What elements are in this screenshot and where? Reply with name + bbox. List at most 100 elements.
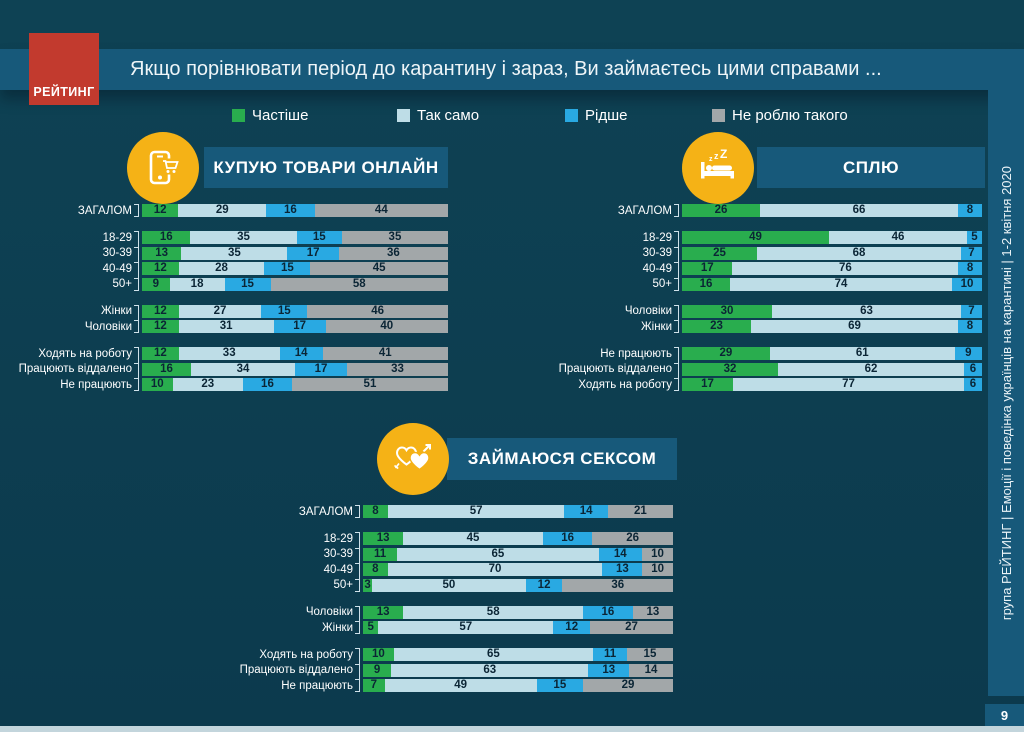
bar-row: Жінки 12 27 15 46 xyxy=(37,304,448,318)
bar-group: Ходять на роботу 12 33 14 41 Працюють віддале… xyxy=(19,347,448,391)
bar-group: 18-29 13 45 16 26 30-39 11 65 14 10 40-49 8 70 13 10 50… xyxy=(243,532,673,592)
chart-title-sex: ЗАЙМАЮСЯ СЕКСОМ xyxy=(447,438,677,480)
logo-text: РЕЙТИНГ xyxy=(33,85,95,99)
legend-swatch-blue xyxy=(565,109,578,122)
bar-segment: 10 xyxy=(642,563,673,576)
bar-segment: 8 xyxy=(958,204,982,217)
title-band: Якщо порівнювати період до карантину і з… xyxy=(0,49,1024,90)
bar-segment: 8 xyxy=(363,563,388,576)
bar-row: ЗАГАЛОМ 26 66 8 xyxy=(572,204,982,217)
bar-group: ЗАГАЛОМ 12 29 16 44 xyxy=(37,204,448,217)
bar-group: ЗАГАЛОМ 26 66 8 xyxy=(572,204,982,217)
stacked-bar: 49 46 5 xyxy=(682,231,982,244)
svg-text:Z: Z xyxy=(720,148,727,161)
chart-rows: ЗАГАЛОМ 26 66 8 18-29 49 46 5 30-39 25 68 7 40-49 17 7… xyxy=(558,204,982,405)
bar-segment: 68 xyxy=(757,246,961,260)
bar-segment: 29 xyxy=(178,204,267,217)
sleeping-bed-icon: z z Z xyxy=(682,132,754,204)
bar-segment: 9 xyxy=(142,277,170,291)
bar-row: Чоловіки 12 31 17 40 xyxy=(37,320,448,333)
stacked-bar: 9 18 15 58 xyxy=(142,277,448,291)
stacked-bar: 13 58 16 13 xyxy=(363,605,673,619)
row-label: Чоловіки xyxy=(84,320,132,333)
row-label: ЗАГАЛОМ xyxy=(298,505,353,518)
bar-segment: 33 xyxy=(347,362,448,376)
row-label: Працюють віддалено xyxy=(558,363,672,375)
bar-segment: 13 xyxy=(632,605,673,619)
row-label: 50+ xyxy=(112,278,132,290)
bar-segment: 63 xyxy=(391,663,589,677)
bar-segment: 23 xyxy=(172,378,243,391)
bar-row: Не працюють 29 61 9 xyxy=(572,347,982,360)
row-label: 30-39 xyxy=(323,548,353,560)
bar-row: Працюють віддалено 16 34 17 33 xyxy=(19,362,448,376)
bar-segment: 29 xyxy=(682,347,770,360)
bar-row: Ходять на роботу 10 65 11 15 xyxy=(243,648,673,661)
bar-segment: 33 xyxy=(178,347,280,360)
bar-segment: 46 xyxy=(829,231,967,244)
bar-segment: 46 xyxy=(307,304,448,318)
bar-segment: 50 xyxy=(372,578,526,592)
row-label: Ходять на роботу xyxy=(578,378,672,391)
row-label: Не працюють xyxy=(600,347,672,360)
row-label: Працюють віддалено xyxy=(239,664,353,676)
bar-segment: 12 xyxy=(142,204,179,217)
bar-segment: 58 xyxy=(270,277,448,291)
bar-group: Жінки 12 27 15 46 Чоловіки 12 31 17 40 xyxy=(37,304,448,333)
stacked-bar: 7 49 15 29 xyxy=(363,679,673,692)
legend-swatch-gray xyxy=(712,109,725,122)
bar-segment: 16 xyxy=(682,277,730,291)
bar-segment: 10 xyxy=(142,378,173,391)
stacked-bar: 16 34 17 33 xyxy=(142,362,448,376)
slide-title: Якщо порівнювати період до карантину і з… xyxy=(130,58,882,80)
chart-title-text: КУПУЮ ТОВАРИ ОНЛАЙН xyxy=(213,157,439,177)
stacked-bar: 12 29 16 44 xyxy=(142,204,448,217)
bar-segment: 17 xyxy=(682,262,733,275)
stacked-bar: 12 33 14 41 xyxy=(142,347,448,360)
bar-segment: 16 xyxy=(266,204,315,217)
phone-shopping-cart-icon xyxy=(127,132,199,204)
bar-segment: 26 xyxy=(592,532,673,545)
bar-segment: 58 xyxy=(403,605,584,619)
bar-row: Чоловіки 13 58 16 13 xyxy=(243,605,673,619)
hearts-icon xyxy=(377,423,449,495)
bar-segment: 62 xyxy=(778,362,964,376)
bar-segment: 12 xyxy=(142,304,179,318)
bar-segment: 28 xyxy=(178,262,265,275)
stacked-bar: 13 35 17 36 xyxy=(142,246,448,260)
stacked-bar: 16 74 10 xyxy=(682,277,982,291)
bar-segment: 18 xyxy=(169,277,225,291)
bar-segment: 16 xyxy=(242,378,292,391)
bar-group: Чоловіки 13 58 16 13 Жінки 5 57 12 27 xyxy=(243,605,673,634)
bar-row: Ходять на роботу 12 33 14 41 xyxy=(37,347,448,360)
bar-segment: 13 xyxy=(363,605,404,619)
legend-item-dont-do: Не роблю такого xyxy=(712,107,848,124)
bar-segment: 57 xyxy=(387,505,565,518)
bar-segment: 45 xyxy=(310,262,448,275)
row-label: Чоловіки xyxy=(624,305,672,317)
bar-segment: 3 xyxy=(363,578,373,592)
bar-segment: 31 xyxy=(178,320,274,333)
sidebar-caption: група РЕЙТИНГ | Емоції і поведінка украї… xyxy=(988,90,1024,696)
stacked-bar: 25 68 7 xyxy=(682,246,982,260)
bar-segment: 57 xyxy=(378,621,554,634)
rating-group-logo: РЕЙТИНГ xyxy=(29,33,99,105)
bar-segment: 13 xyxy=(363,532,404,545)
bar-segment: 26 xyxy=(682,204,760,217)
stacked-bar: 13 45 16 26 xyxy=(363,532,673,545)
bar-row: Ходять на роботу 17 77 6 xyxy=(572,378,982,391)
bar-row: 40-49 12 28 15 45 xyxy=(37,262,448,275)
bar-segment: 15 xyxy=(264,262,311,275)
row-label: Не працюють xyxy=(60,378,132,391)
bar-row: Не працюють 10 23 16 51 xyxy=(37,378,448,391)
chart-title-text: ЗАЙМАЮСЯ СЕКСОМ xyxy=(467,449,657,468)
bar-segment: 35 xyxy=(341,231,448,244)
row-label: Жінки xyxy=(101,305,132,317)
bar-segment: 13 xyxy=(602,563,643,576)
bar-group: Чоловіки 30 63 7 Жінки 23 69 8 xyxy=(572,304,982,333)
legend-label: Так само xyxy=(417,107,480,124)
bar-segment: 10 xyxy=(952,277,982,291)
legend-swatch-green xyxy=(232,109,245,122)
row-label: Жінки xyxy=(322,621,353,634)
bar-segment: 16 xyxy=(542,532,593,545)
